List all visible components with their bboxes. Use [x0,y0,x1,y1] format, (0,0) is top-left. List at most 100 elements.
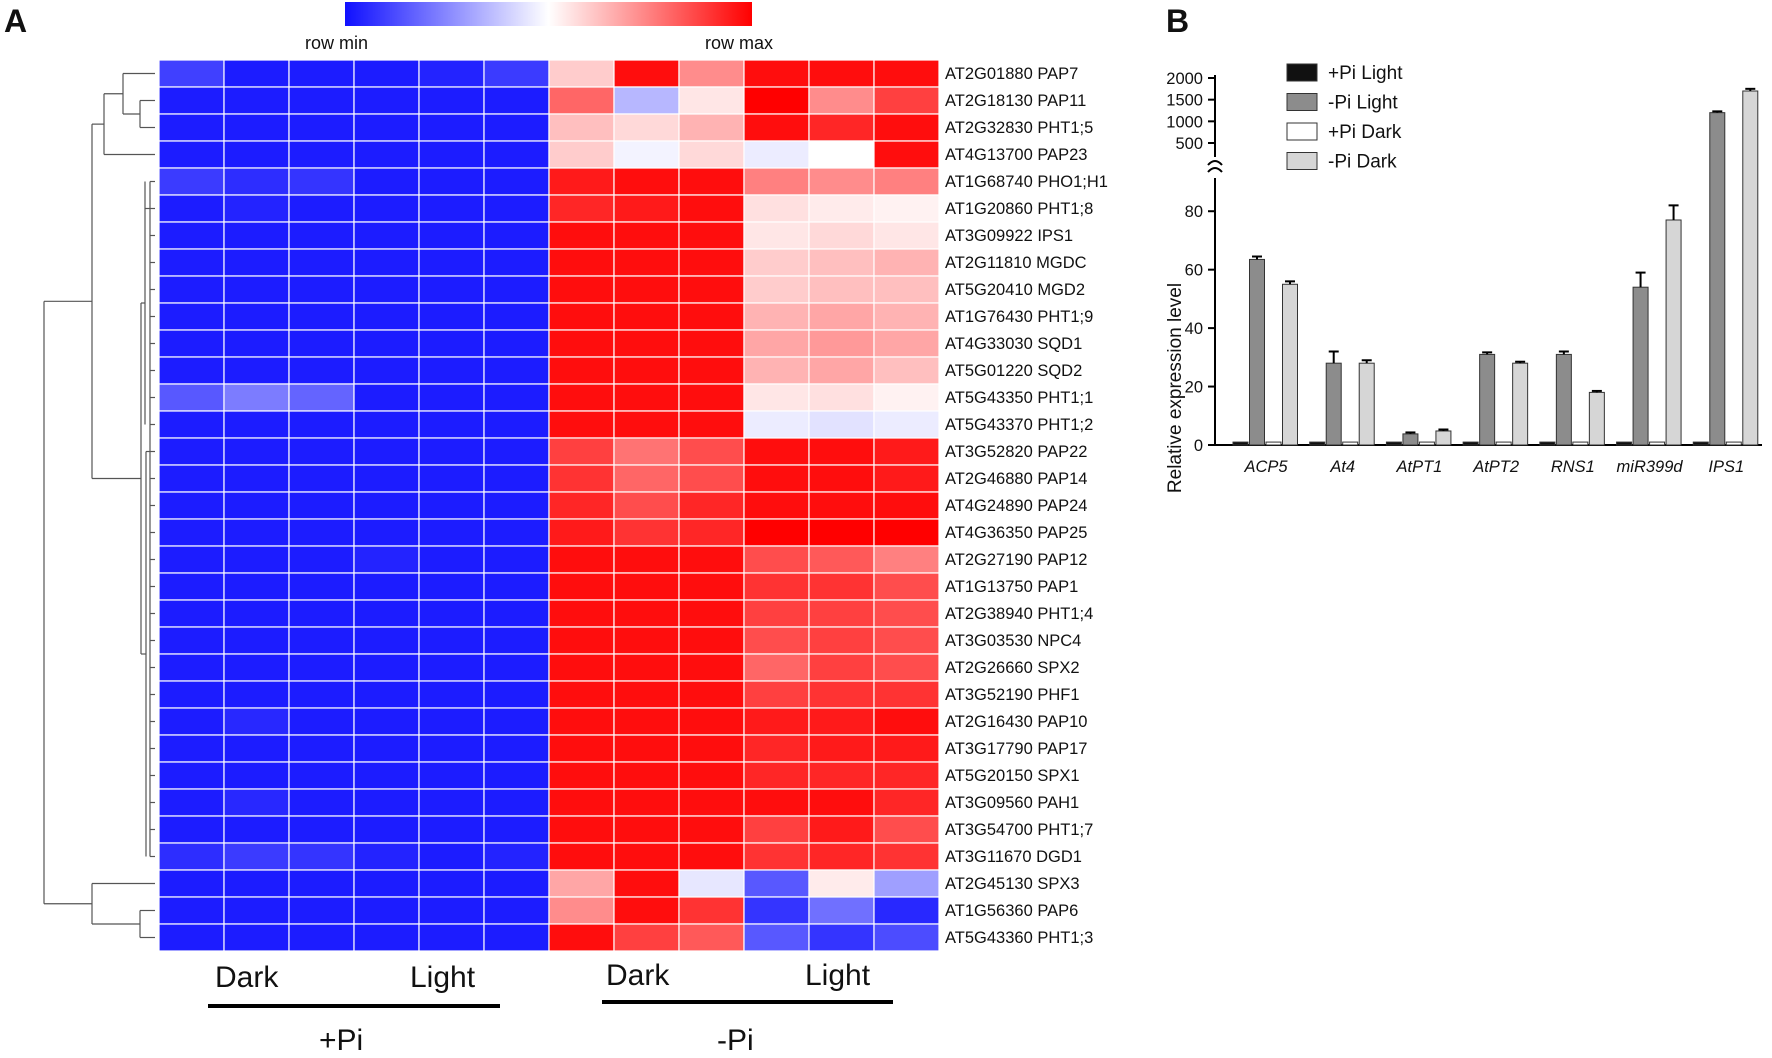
bar [1588,391,1605,446]
heatmap-cell [613,491,680,520]
legend-swatch [1286,152,1318,170]
heatmap-cell [613,788,680,817]
heatmap-cell [483,437,550,466]
heatmap-cell [613,923,680,952]
heatmap-cell [808,869,875,898]
heatmap-cell [678,842,745,871]
heatmap-cell [483,86,550,115]
heatmap-cell [743,437,810,466]
heatmap-cell [288,545,355,574]
heatmap-cell [743,788,810,817]
heatmap-cell [158,518,225,547]
heatmap-cell [808,194,875,223]
heatmap-cell [483,491,550,520]
heatmap-cell [548,707,615,736]
bar [1282,283,1298,446]
heatmap-cell [808,599,875,628]
heatmap-cell [873,518,940,547]
heatmap-cell [353,410,420,439]
gene-label: AT2G32830 PHT1;5 [945,119,1093,137]
heatmap-cell [353,113,420,142]
heatmap-cell [353,707,420,736]
heatmap-cell [743,734,810,763]
heatmap-cell [158,329,225,358]
heatmap-cell [288,410,355,439]
gene-label: AT2G16430 PAP10 [945,713,1087,731]
heatmap-cell [873,221,940,250]
heatmap-cell [353,464,420,493]
heatmap-cell [808,464,875,493]
heatmap-cell [223,329,290,358]
colorbar-max-label: row max [705,33,773,53]
gene-label: AT4G36350 PAP25 [945,524,1087,542]
category-label: RNS1 [1551,458,1595,476]
heatmap-cell [548,437,615,466]
heatmap-cell [808,761,875,790]
heatmap-cell [483,275,550,304]
heatmap-cell [873,761,940,790]
axis-break-mark [1207,167,1223,173]
heatmap-cell [288,923,355,952]
y-tick-label: 60 [1185,262,1203,280]
heatmap-cell [743,86,810,115]
heatmap-cell [288,86,355,115]
heatmap-cell [613,248,680,277]
gene-label: AT4G33030 SQD1 [945,335,1082,353]
heatmap-cell [353,86,420,115]
heatmap-cell [158,86,225,115]
gene-label: AT2G18130 PAP11 [945,92,1086,110]
heatmap-cell [418,599,485,628]
heatmap-cell [483,599,550,628]
heatmap-cell [483,410,550,439]
heatmap-cell [483,518,550,547]
heatmap-cell [613,167,680,196]
heatmap-cell [158,545,225,574]
label-pi-plus-dark: Dark [215,961,279,994]
heatmap-cell [353,275,420,304]
heatmap-cell [223,707,290,736]
heatmap-cell [743,653,810,682]
heatmap-cell [158,248,225,277]
heatmap-cell [288,140,355,169]
heatmap-cell [288,167,355,196]
heatmap-cell [353,59,420,88]
heatmap-cell [288,59,355,88]
heatmap-cell [353,680,420,709]
category-label: At4 [1329,458,1355,476]
heatmap-cell [418,815,485,844]
gene-label: AT5G43370 PHT1;2 [945,416,1093,434]
bar [1265,441,1282,446]
heatmap-cell [158,653,225,682]
heatmap-cell [678,869,745,898]
heatmap-cell [743,707,810,736]
heatmap-cell [678,599,745,628]
legend-label: +Pi Dark [1328,122,1402,143]
heatmap-cell [743,545,810,574]
heatmap-cell [288,761,355,790]
heatmap-cell [288,626,355,655]
heatmap-cell [678,734,745,763]
heatmap-cell [873,86,940,115]
heatmap-cell [808,275,875,304]
heatmap-cell [353,329,420,358]
heatmap-cell [548,680,615,709]
bar [1232,441,1249,446]
heatmap-cell [353,815,420,844]
heatmap-cell [483,626,550,655]
heatmap-cell [418,275,485,304]
heatmap-cell [158,464,225,493]
heatmap-cell [678,464,745,493]
heatmap-cell [288,329,355,358]
heatmap-cell [418,113,485,142]
heatmap-cell [613,194,680,223]
heatmap-cell [353,842,420,871]
heatmap-cell [808,356,875,385]
heatmap-cell [353,626,420,655]
heatmap-cell [288,518,355,547]
heatmap-cell [158,599,225,628]
heatmap-cell [678,194,745,223]
row-dendrogram [43,72,155,939]
y-axis-label: Relative expression level [1165,283,1186,493]
heatmap-cell [613,275,680,304]
heatmap-cell [288,896,355,925]
